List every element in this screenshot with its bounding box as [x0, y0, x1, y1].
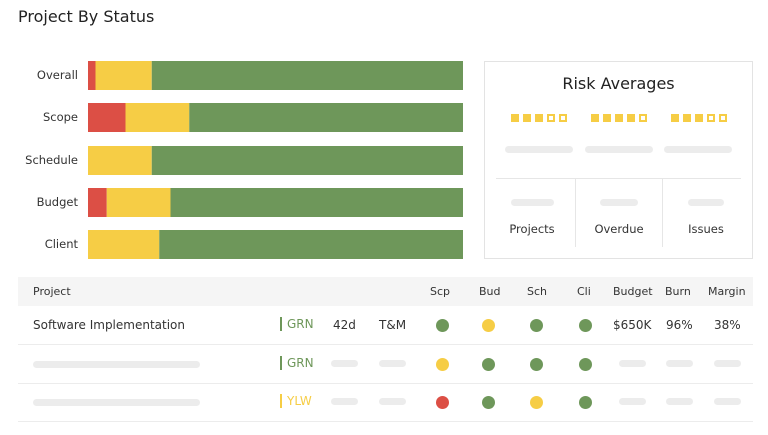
bud-status-dot-icon	[482, 396, 495, 409]
table-row[interactable]: YLW	[18, 383, 753, 422]
bar-scope-red	[88, 103, 126, 132]
bar-overall-red	[88, 61, 96, 90]
duration: 42d	[333, 318, 356, 332]
col-scp[interactable]: Scp	[430, 285, 451, 298]
table-row[interactable]: Software Implementation GRN 42d T&M $650K 96%…	[18, 306, 753, 345]
rating-square-icon	[547, 114, 555, 122]
col-sch[interactable]: Sch	[527, 285, 548, 298]
risk-rating	[591, 114, 647, 122]
cli-status-dot-icon	[579, 396, 592, 409]
table-header: Project Scp Bud Sch Cli Budget Burn Marg…	[18, 277, 753, 306]
sch-status-dot-icon	[530, 319, 543, 332]
stat-issues: Issues	[688, 222, 724, 236]
budget: $650K	[613, 318, 652, 332]
placeholder-bar	[714, 398, 741, 405]
placeholder-bar	[511, 199, 554, 206]
rating-square-icon	[511, 114, 519, 122]
rating-square-icon	[603, 114, 611, 122]
bar-overall-yellow	[95, 61, 152, 90]
divider	[496, 178, 741, 179]
risk-averages-panel: Risk Averages Projects Overdue Issues	[484, 61, 753, 259]
scp-status-dot-icon	[436, 319, 449, 332]
placeholder-bar	[585, 146, 653, 153]
table-row[interactable]: GRN	[18, 345, 753, 384]
bar-schedule-yellow	[88, 146, 152, 175]
col-margin[interactable]: Margin	[708, 285, 746, 298]
bar-scope-green	[189, 103, 463, 132]
bar-budget-red	[88, 188, 107, 217]
col-cli[interactable]: Cli	[577, 285, 591, 298]
bud-status-dot-icon	[482, 357, 495, 371]
rating-square-icon	[671, 114, 679, 122]
project-name[interactable]: Software Implementation	[33, 318, 185, 332]
placeholder-bar	[505, 146, 573, 153]
bar-client-green	[159, 230, 463, 259]
status-badge: GRN	[280, 317, 314, 331]
sch-status-dot-icon	[530, 357, 543, 371]
sch-status-dot-icon	[530, 396, 543, 409]
bar-budget-green	[170, 188, 463, 217]
placeholder-bar	[714, 359, 741, 367]
bar-budget-yellow	[106, 188, 171, 217]
category-label: Schedule	[25, 153, 78, 167]
bar-client-yellow	[88, 230, 160, 259]
rating-square-icon	[535, 114, 543, 122]
bar-schedule-green	[151, 146, 463, 175]
category-label: Client	[44, 237, 78, 251]
placeholder-bar	[600, 199, 638, 206]
rating-square-icon	[695, 114, 703, 122]
col-burn[interactable]: Burn	[665, 285, 691, 298]
rating-square-icon	[591, 114, 599, 122]
rating-square-icon	[639, 114, 647, 122]
rating-square-icon	[523, 114, 531, 122]
cli-status-dot-icon	[579, 357, 592, 371]
col-budget[interactable]: Budget	[613, 285, 653, 298]
cli-status-dot-icon	[579, 319, 592, 332]
rating-square-icon	[615, 114, 623, 122]
placeholder-bar	[619, 398, 646, 405]
placeholder-bar	[331, 398, 358, 405]
rating-square-icon	[683, 114, 691, 122]
rating-square-icon	[627, 114, 635, 122]
stat-projects: Projects	[509, 222, 555, 236]
placeholder-bar	[379, 398, 406, 405]
bar-scope-yellow	[125, 103, 190, 132]
placeholder-bar	[688, 199, 724, 206]
burn: 96%	[666, 318, 693, 332]
page-title: Project By Status	[18, 7, 155, 26]
category-label: Scope	[42, 110, 78, 124]
placeholder-bar	[619, 359, 646, 367]
status-bar-chart	[88, 61, 463, 259]
contract-type: T&M	[379, 318, 407, 332]
bar-overall-green	[151, 61, 463, 90]
status-badge: YLW	[280, 394, 312, 408]
rating-square-icon	[559, 114, 567, 122]
scp-status-dot-icon	[436, 357, 449, 371]
placeholder-bar	[666, 359, 693, 367]
rating-square-icon	[719, 114, 727, 122]
placeholder-bar	[664, 146, 732, 153]
risk-title: Risk Averages	[562, 74, 675, 93]
scp-status-dot-icon	[436, 396, 449, 409]
stat-overdue: Overdue	[594, 222, 644, 236]
placeholder-bar	[666, 398, 693, 405]
category-label: Budget	[36, 195, 78, 209]
bud-status-dot-icon	[482, 319, 495, 332]
col-project[interactable]: Project	[33, 285, 71, 298]
placeholder-bar	[33, 399, 200, 406]
col-bud[interactable]: Bud	[479, 285, 501, 298]
risk-rating	[511, 114, 567, 122]
rating-square-icon	[707, 114, 715, 122]
placeholder-bar	[379, 359, 406, 367]
risk-rating	[671, 114, 727, 122]
divider	[575, 179, 576, 247]
placeholder-bar	[331, 359, 358, 367]
category-label: Overall	[36, 68, 78, 82]
status-badge: GRN	[280, 355, 314, 370]
margin: 38%	[714, 318, 741, 332]
divider	[662, 179, 663, 247]
placeholder-bar	[33, 360, 200, 368]
